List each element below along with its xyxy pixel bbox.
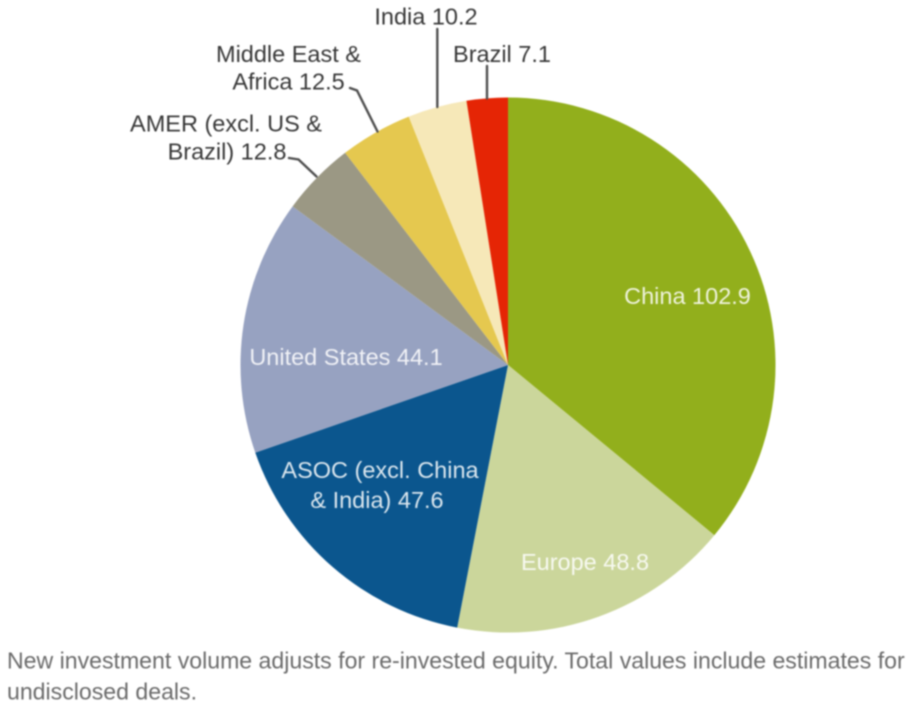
svg-text:undisclosed deals.: undisclosed deals. bbox=[7, 679, 197, 705]
svg-text:United States 44.1: United States 44.1 bbox=[249, 344, 442, 370]
svg-text:Brazil) 12.8: Brazil) 12.8 bbox=[168, 139, 287, 165]
svg-text:Europe 48.8: Europe 48.8 bbox=[521, 549, 649, 575]
svg-text:India 10.2: India 10.2 bbox=[374, 4, 477, 30]
svg-text:& India) 47.6: & India) 47.6 bbox=[310, 487, 443, 513]
svg-text:China 102.9: China 102.9 bbox=[624, 283, 751, 309]
svg-text:Middle East &: Middle East & bbox=[216, 41, 361, 67]
svg-text:AMER (excl. US &: AMER (excl. US & bbox=[130, 111, 322, 137]
svg-text:Brazil 7.1: Brazil 7.1 bbox=[453, 41, 551, 67]
svg-text:New investment volume adjusts: New investment volume adjusts for re-inv… bbox=[7, 648, 905, 674]
svg-text:ASOC (excl. China: ASOC (excl. China bbox=[281, 457, 479, 483]
svg-text:Africa 12.5: Africa 12.5 bbox=[232, 69, 344, 95]
